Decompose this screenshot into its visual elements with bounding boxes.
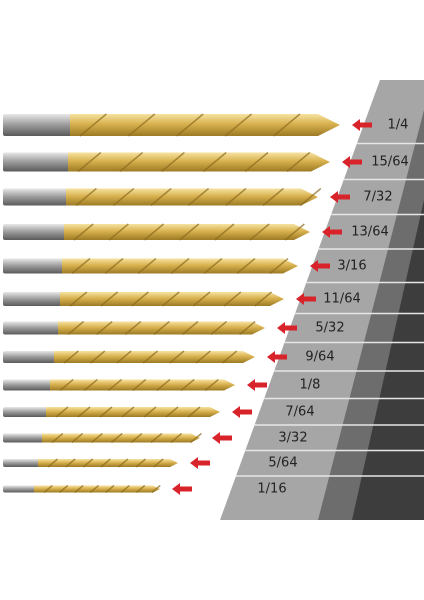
flute	[64, 224, 310, 240]
arrow	[277, 322, 297, 334]
size-label: 11/64	[323, 292, 360, 307]
arrow	[172, 483, 192, 495]
arrow	[190, 457, 210, 469]
shank	[3, 114, 73, 136]
size-label: 5/64	[268, 456, 297, 471]
flute-groove	[77, 151, 311, 173]
arrow	[267, 351, 287, 363]
arrow	[212, 432, 232, 444]
flute-groove	[67, 320, 256, 336]
size-label: 7/64	[285, 405, 314, 420]
flute-groove	[71, 257, 289, 275]
arrow	[330, 191, 350, 203]
drill-bits: 1/4 15/64 7/32 13/64 3/16 11/64 5/32 9/64 1/8 7/6…	[3, 113, 424, 497]
flute	[70, 114, 340, 136]
shank	[3, 321, 61, 335]
shank	[3, 292, 63, 306]
size-label: 15/64	[371, 155, 408, 170]
flute	[68, 152, 330, 172]
size-label: 1/8	[300, 378, 321, 393]
shank	[3, 379, 53, 391]
shank	[3, 433, 45, 443]
size-label: 3/16	[337, 259, 366, 274]
panel-dark	[352, 200, 424, 520]
flute	[54, 351, 255, 363]
size-label: 9/64	[305, 350, 334, 365]
arrow	[342, 156, 362, 168]
flute-groove	[63, 350, 238, 364]
flute-groove	[69, 291, 273, 307]
flute-groove	[75, 187, 322, 207]
arrow	[310, 260, 330, 272]
flute-groove	[55, 406, 201, 418]
shank	[3, 351, 57, 363]
flute-groove	[47, 458, 164, 468]
flute-groove	[79, 113, 301, 137]
size-label: 1/4	[388, 118, 409, 133]
size-label: 13/64	[351, 225, 388, 240]
shank	[3, 152, 71, 172]
flute	[46, 407, 220, 417]
flute-groove	[51, 432, 202, 444]
arrow	[296, 293, 316, 305]
flute-groove	[43, 484, 161, 494]
shank	[3, 407, 49, 417]
arrow	[232, 406, 252, 418]
size-label: 3/32	[278, 431, 307, 446]
shank	[3, 485, 37, 493]
shank	[3, 188, 69, 206]
flute-groove	[59, 378, 219, 392]
size-label: 1/16	[257, 482, 286, 497]
arrow	[322, 226, 342, 238]
shank	[3, 258, 65, 274]
flute	[42, 433, 200, 443]
flute	[60, 292, 284, 306]
size-label: 5/32	[315, 321, 344, 336]
shank	[3, 224, 67, 240]
arrow	[247, 379, 267, 391]
shank	[3, 459, 41, 467]
size-label: 7/32	[363, 190, 392, 205]
flute-groove	[73, 223, 305, 241]
arrow	[352, 119, 372, 131]
flute	[50, 379, 235, 391]
